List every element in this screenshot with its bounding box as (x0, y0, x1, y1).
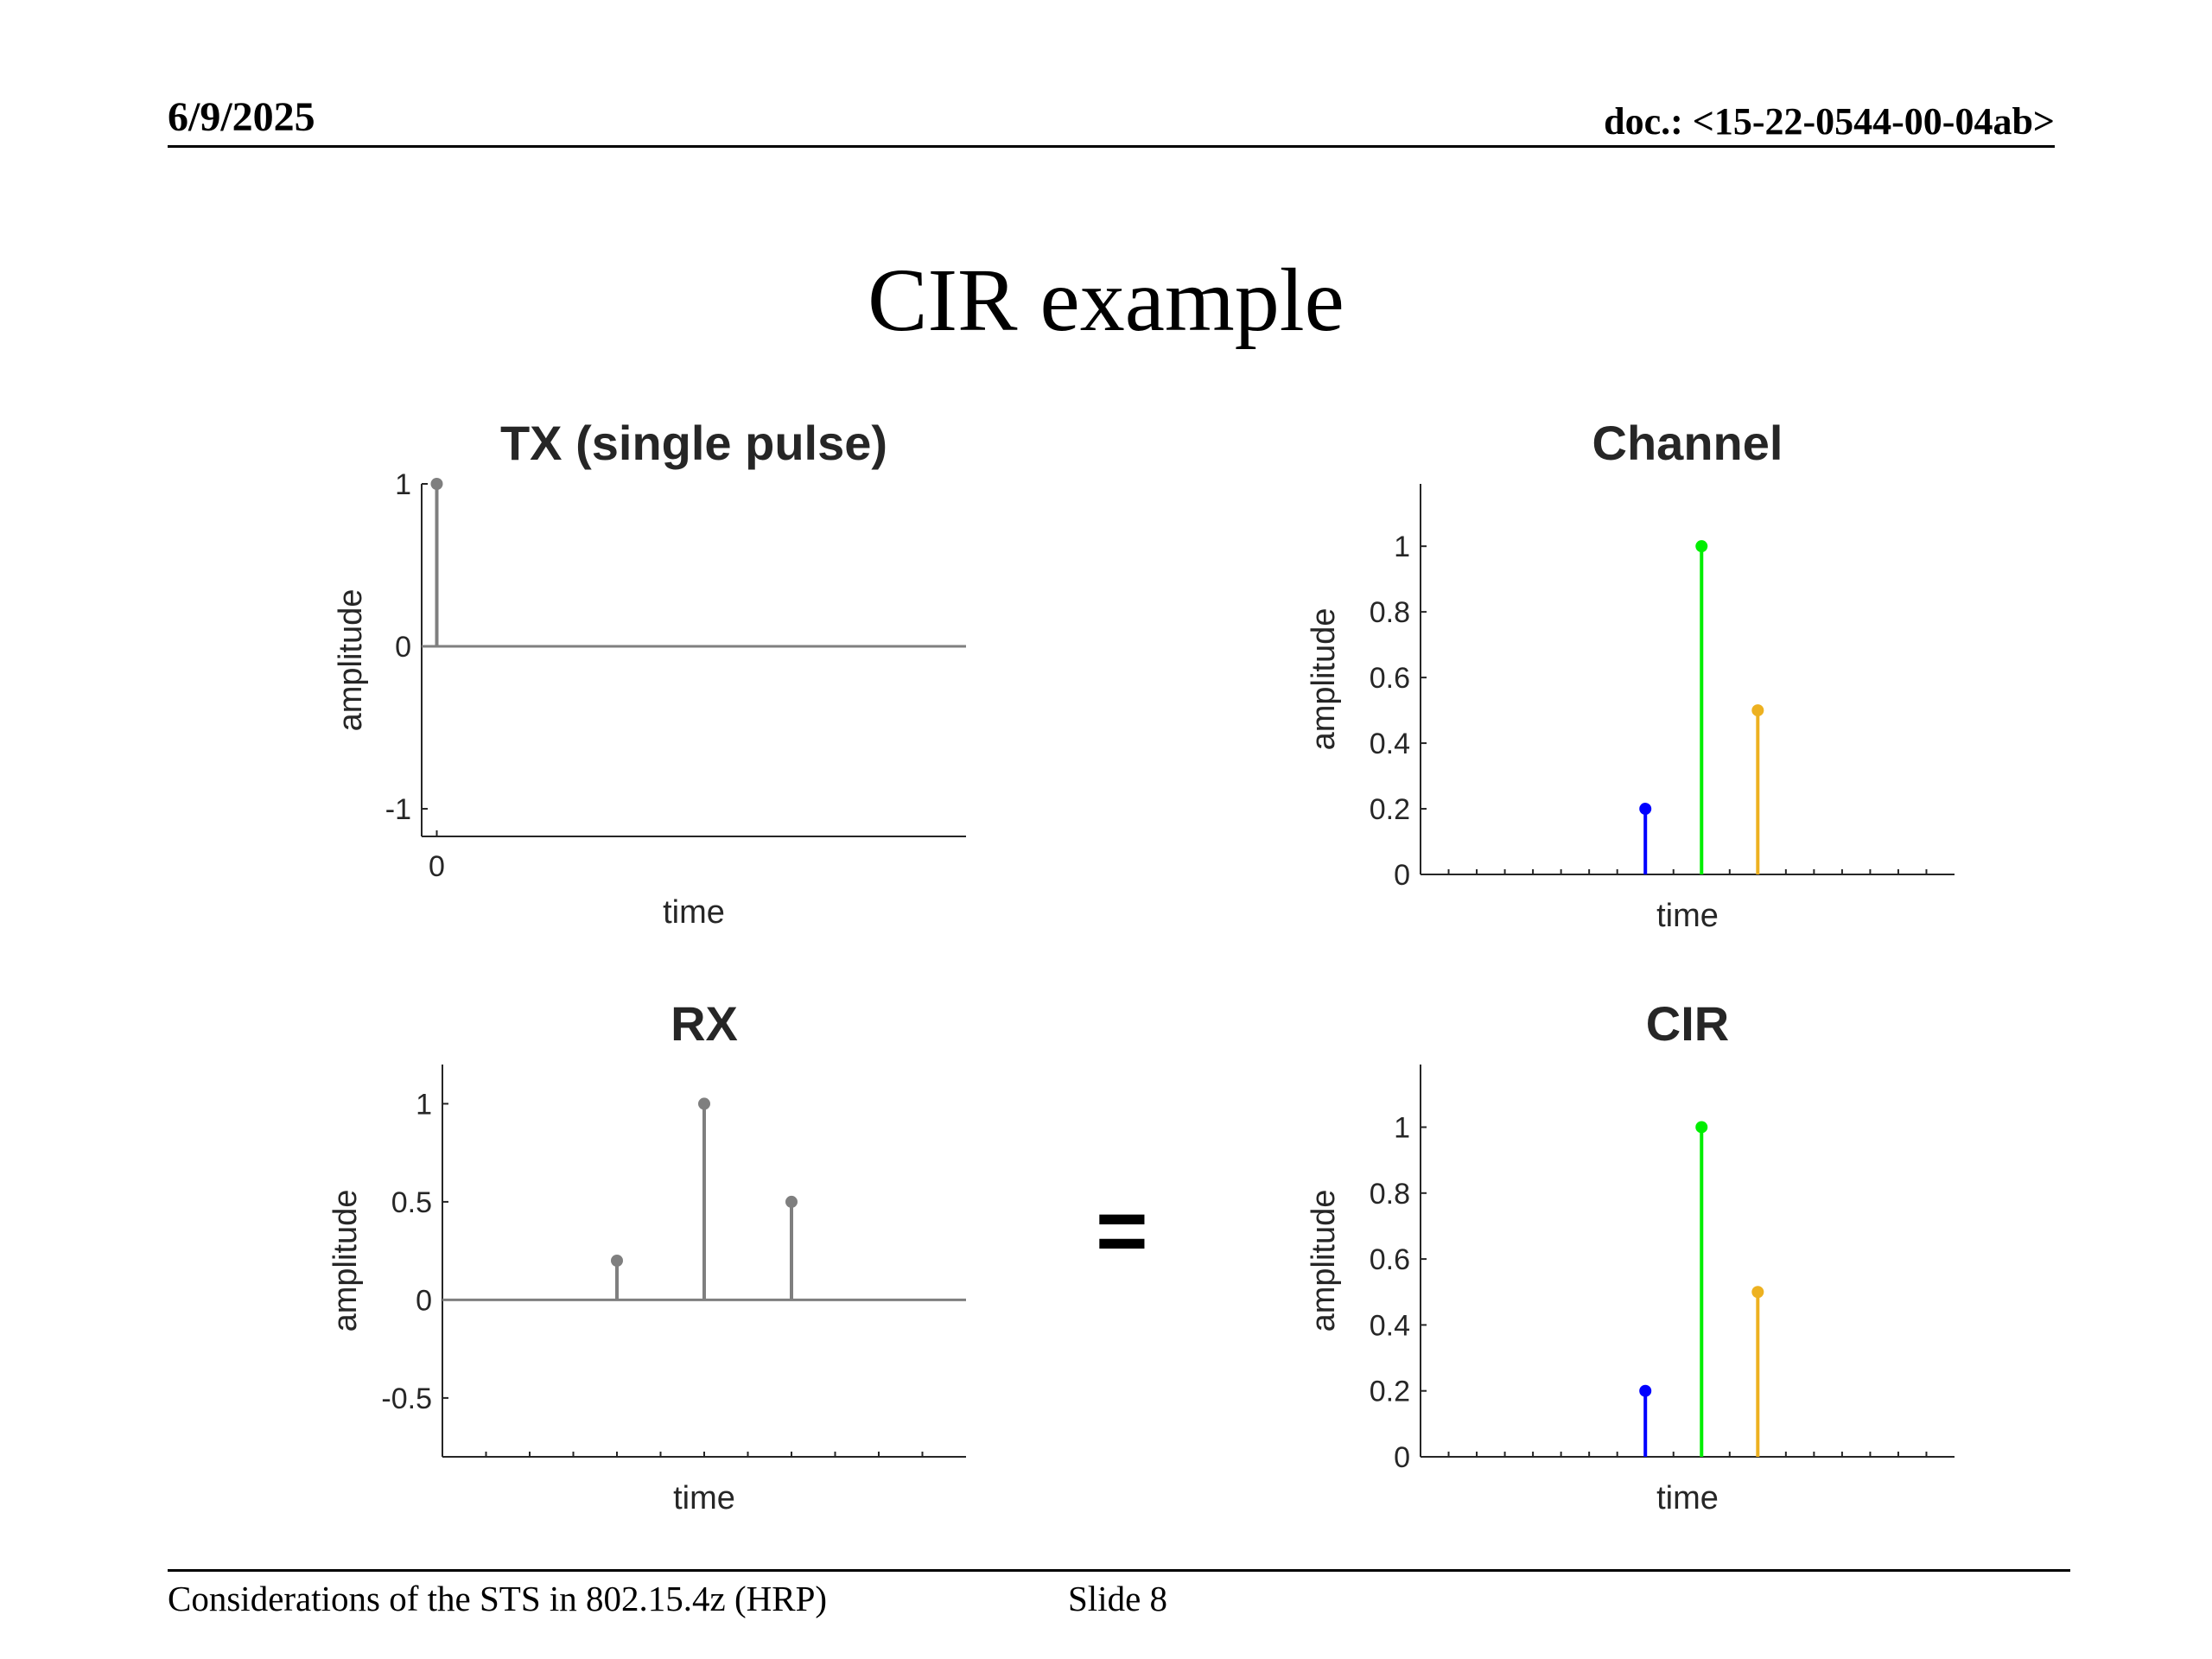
y-tick-label: 0.6 (1370, 662, 1410, 695)
chart-cir: CIR 0 0.2 0.4 0.6 0.8 1 time amplitude (1306, 996, 1955, 1516)
stem-marker (1751, 704, 1764, 717)
x-axis-label: time (1656, 898, 1719, 934)
x-axis-label: time (673, 1480, 735, 1516)
y-axis-label: amplitude (1306, 608, 1342, 751)
x-axis-label: time (663, 894, 725, 931)
y-tick-label: -0.5 (381, 1382, 432, 1415)
y-tick-label: 1 (1394, 531, 1410, 563)
equals-sign: = (1096, 1181, 1148, 1281)
stem-marker (1639, 1384, 1652, 1397)
y-tick-label: 0.5 (391, 1186, 432, 1219)
y-axis-label: amplitude (327, 1190, 364, 1332)
header-date: 6/9/2025 (168, 94, 315, 140)
footer-title: Considerations of the STS in 802.15.4z (… (168, 1579, 828, 1618)
y-tick-label: 1 (395, 468, 411, 501)
stem-marker (611, 1255, 623, 1267)
footer-slide-number: Slide 8 (1068, 1579, 1168, 1618)
stem-marker (1751, 1286, 1764, 1299)
y-axis-label: amplitude (333, 589, 369, 732)
y-tick-label: 0 (395, 631, 411, 664)
chart-title: RX (671, 996, 738, 1051)
chart-title: TX (single pulse) (500, 416, 887, 470)
stem-marker (1639, 803, 1652, 816)
y-tick-label: 0.8 (1370, 1178, 1410, 1211)
y-tick-label: 1 (1394, 1111, 1410, 1144)
chart-title: CIR (1646, 996, 1729, 1051)
header-rule (168, 145, 2055, 148)
y-tick-label: 0.4 (1370, 728, 1410, 760)
chart-title: Channel (1592, 416, 1783, 470)
slide-title: CIR example (868, 251, 1344, 350)
y-tick-label: 0.2 (1370, 793, 1410, 826)
y-tick-label: 0.4 (1370, 1309, 1410, 1342)
chart-tx: TX (single pulse) -1 0 1 0 time amplitude (333, 416, 966, 931)
y-tick-label: 0 (416, 1284, 432, 1317)
x-axis-label: time (1656, 1480, 1719, 1516)
header-doc-id: doc.: <15-22-0544-00-04ab> (1604, 100, 2055, 143)
y-tick-label: 1 (416, 1088, 432, 1121)
chart-channel: Channel 0 0.2 0.4 0.6 0.8 1 time amplitude (1306, 416, 1955, 934)
y-axis-label: amplitude (1306, 1190, 1342, 1332)
stem-marker (698, 1097, 710, 1110)
y-tick-label: 0.8 (1370, 596, 1410, 629)
stem-marker (1695, 1121, 1708, 1134)
y-tick-label: 0.6 (1370, 1243, 1410, 1276)
x-tick-label: 0 (429, 850, 445, 883)
stem-marker (1695, 540, 1708, 553)
y-tick-label: 0 (1394, 1441, 1410, 1474)
stem-marker (785, 1195, 798, 1208)
y-tick-label: 0.2 (1370, 1376, 1410, 1408)
chart-rx: RX -0.5 0 0.5 1 time amplitude (327, 996, 966, 1516)
stem-marker (430, 478, 443, 490)
footer-rule (168, 1569, 2070, 1572)
y-tick-label: -1 (385, 793, 411, 826)
y-tick-label: 0 (1394, 859, 1410, 892)
